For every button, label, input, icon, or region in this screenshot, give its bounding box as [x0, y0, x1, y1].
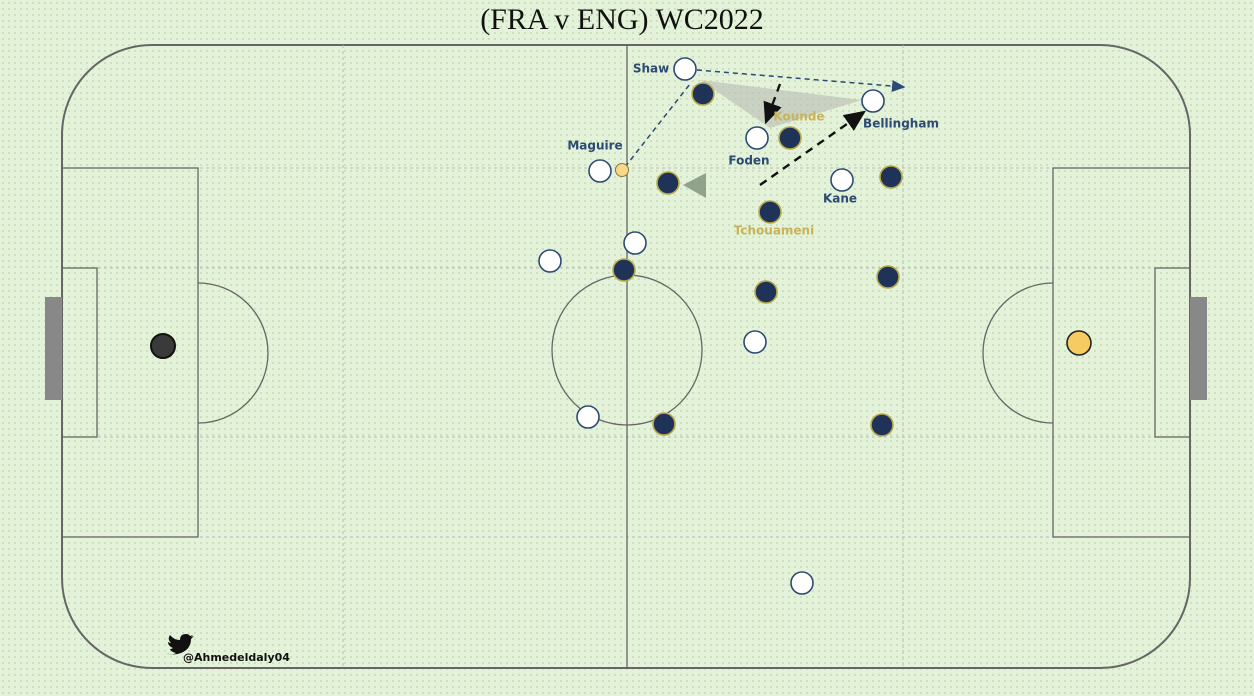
- england-players: [538, 57, 885, 595]
- goal: [1190, 297, 1207, 400]
- player-label: Tchouameni: [734, 224, 814, 238]
- player-label: Kounde: [773, 110, 824, 124]
- zone-arrow: [683, 173, 706, 198]
- credit: @Ahmedeldaly04: [183, 651, 290, 664]
- arrows: [624, 69, 906, 186]
- ball: [615, 163, 629, 177]
- twitter-icon: [166, 634, 194, 655]
- title: (FRA v ENG) WC2022: [480, 3, 764, 36]
- player-label: Maguire: [567, 139, 622, 153]
- france-players: [612, 82, 903, 437]
- player-label: Foden: [728, 154, 769, 168]
- player-label: Bellingham: [863, 117, 939, 131]
- goalkeeper: [1066, 330, 1092, 356]
- goalkeeper: [150, 333, 176, 359]
- goal: [45, 297, 62, 400]
- player-label: Kane: [823, 192, 857, 206]
- player-label: Shaw: [633, 62, 669, 76]
